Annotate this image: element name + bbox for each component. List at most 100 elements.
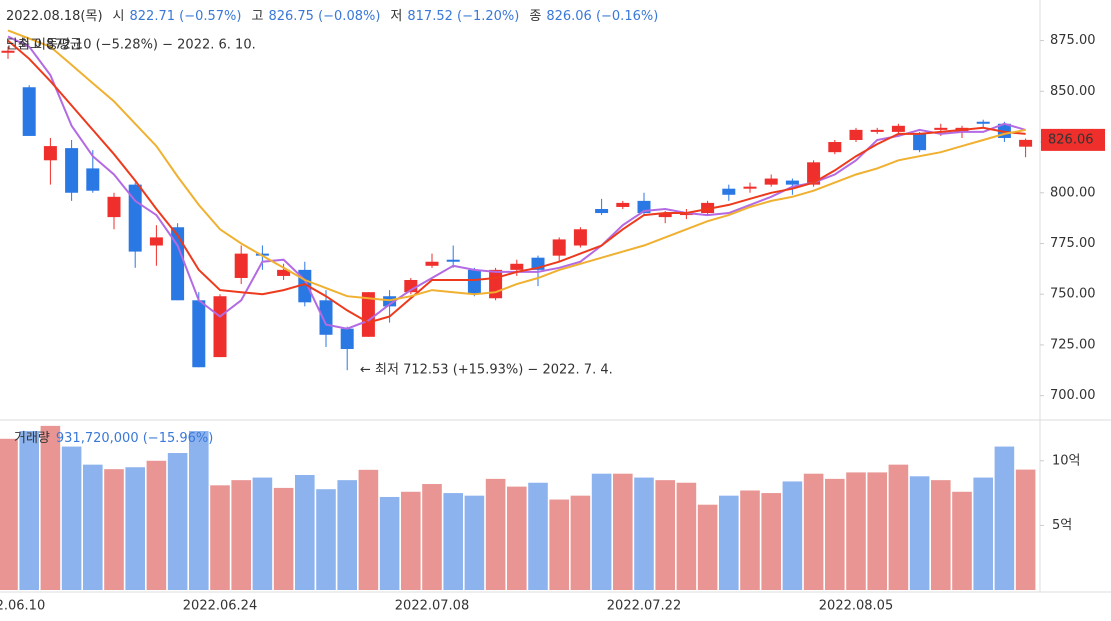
candle-body bbox=[701, 202, 715, 214]
volume-bar bbox=[676, 482, 697, 590]
header-value: 826.06 (−0.16%) bbox=[546, 9, 658, 24]
volume-bar bbox=[210, 485, 230, 590]
volume-bar bbox=[782, 481, 803, 590]
volume-bar bbox=[570, 495, 591, 590]
volume-bar bbox=[231, 480, 251, 590]
volume-bar bbox=[740, 490, 760, 590]
candle-body bbox=[573, 229, 587, 246]
volume-bar bbox=[167, 453, 188, 590]
volume-bar bbox=[252, 477, 273, 590]
y-tick-label: 725.00 bbox=[1050, 337, 1096, 352]
candle-body bbox=[807, 162, 821, 185]
volume-bar bbox=[931, 480, 951, 590]
candle-body bbox=[552, 239, 566, 256]
high-annotation: 최고 872.10 (−5.28%) − 2022. 6. 10. bbox=[18, 38, 256, 53]
ohlc-header: 2022.08.18(목) 시 822.71 (−0.57%) 고 826.75 (−0… bbox=[6, 9, 658, 24]
legend-title: 단순 이동평균 bbox=[6, 38, 82, 53]
candle-body bbox=[22, 87, 36, 136]
volume-bar bbox=[973, 477, 993, 590]
volume-bar bbox=[719, 495, 739, 590]
last-price-label: 826.06 bbox=[1048, 132, 1094, 147]
volume-bar bbox=[125, 467, 145, 590]
candle-body bbox=[361, 292, 375, 337]
candle-body bbox=[213, 296, 227, 358]
last-price-box bbox=[1041, 128, 1105, 151]
volume-bar bbox=[104, 469, 124, 590]
volume-bar bbox=[189, 431, 209, 590]
candle-body bbox=[743, 186, 757, 189]
volume-bar bbox=[146, 460, 167, 590]
candle-body bbox=[446, 259, 460, 262]
candle-body bbox=[785, 180, 799, 185]
volume-bar bbox=[464, 495, 485, 590]
volume-title: 거래량 bbox=[14, 431, 50, 446]
candle-body bbox=[171, 227, 185, 301]
volume-bar bbox=[909, 476, 930, 590]
y-tick-label: 5억 bbox=[1052, 518, 1072, 533]
volume-bar bbox=[761, 493, 781, 590]
y-tick-label: 750.00 bbox=[1050, 287, 1096, 302]
volume-bar bbox=[485, 478, 506, 590]
candle-body bbox=[1, 50, 15, 53]
volume-bar bbox=[1015, 469, 1036, 590]
x-tick-label: 2022.07.22 bbox=[607, 599, 681, 614]
candle-body bbox=[976, 121, 990, 124]
volume-header: 거래량 931,720,000 (−15.96%) bbox=[14, 431, 213, 446]
volume-bar bbox=[401, 491, 421, 590]
header-value: 826.75 (−0.08%) bbox=[268, 9, 380, 24]
candle-body bbox=[658, 213, 672, 218]
x-tick-label: 2022.08.05 bbox=[819, 599, 893, 614]
candle-body bbox=[679, 213, 693, 216]
volume-value: 931,720,000 (−15.96%) bbox=[56, 431, 213, 446]
y-tick-label: 875.00 bbox=[1050, 33, 1096, 48]
candle-body bbox=[425, 261, 439, 266]
x-tick-label: 2022.06.10 bbox=[0, 599, 45, 614]
x-tick-label: 2022.06.24 bbox=[183, 599, 257, 614]
volume-bar bbox=[379, 496, 400, 590]
x-tick-label: 2022.07.08 bbox=[395, 599, 469, 614]
volume-bar bbox=[952, 491, 972, 590]
header-label: 시 bbox=[113, 9, 125, 24]
volume-bar bbox=[507, 486, 527, 590]
header-value: 817.52 (−1.20%) bbox=[407, 9, 519, 24]
volume-bar bbox=[295, 474, 315, 590]
candle-body bbox=[128, 184, 142, 252]
y-tick-label: 850.00 bbox=[1050, 84, 1096, 99]
y-tick-label: 775.00 bbox=[1050, 236, 1096, 251]
volume-bar bbox=[994, 446, 1015, 590]
volume-bar bbox=[19, 431, 39, 590]
volume-bar bbox=[825, 478, 845, 590]
header-value: 822.71 (−0.57%) bbox=[130, 9, 242, 24]
volume-bar bbox=[888, 464, 909, 590]
candle-body bbox=[65, 148, 79, 193]
candle-body bbox=[234, 253, 248, 278]
header-label: 종 bbox=[529, 9, 541, 24]
header-label: 고 bbox=[251, 9, 263, 24]
candle-body bbox=[340, 328, 354, 349]
candle-body bbox=[870, 129, 884, 132]
candle-body bbox=[595, 208, 609, 214]
candle-body bbox=[86, 168, 100, 191]
volume-bar bbox=[40, 425, 61, 590]
volume-bar bbox=[443, 493, 463, 590]
candle-body bbox=[319, 300, 333, 335]
candle-body bbox=[913, 133, 927, 151]
low-annotation: ← 최저 712.53 (+15.93%) − 2022. 7. 4. bbox=[360, 363, 613, 378]
ma-line bbox=[7, 39, 1026, 324]
candle-body bbox=[1019, 139, 1033, 147]
volume-bar bbox=[61, 446, 82, 590]
y-tick-label: 800.00 bbox=[1050, 185, 1096, 200]
volume-bar bbox=[803, 473, 824, 590]
candle-body bbox=[891, 125, 905, 132]
candle-body bbox=[277, 269, 291, 276]
volume-bar bbox=[337, 480, 357, 590]
candle-body bbox=[849, 129, 863, 140]
y-tick-label: 10억 bbox=[1052, 453, 1081, 468]
volume-bar bbox=[634, 477, 654, 590]
y-tick-label: 700.00 bbox=[1050, 388, 1096, 403]
candle-body bbox=[934, 127, 948, 130]
candle-body bbox=[616, 202, 630, 207]
candle-body bbox=[43, 146, 57, 161]
